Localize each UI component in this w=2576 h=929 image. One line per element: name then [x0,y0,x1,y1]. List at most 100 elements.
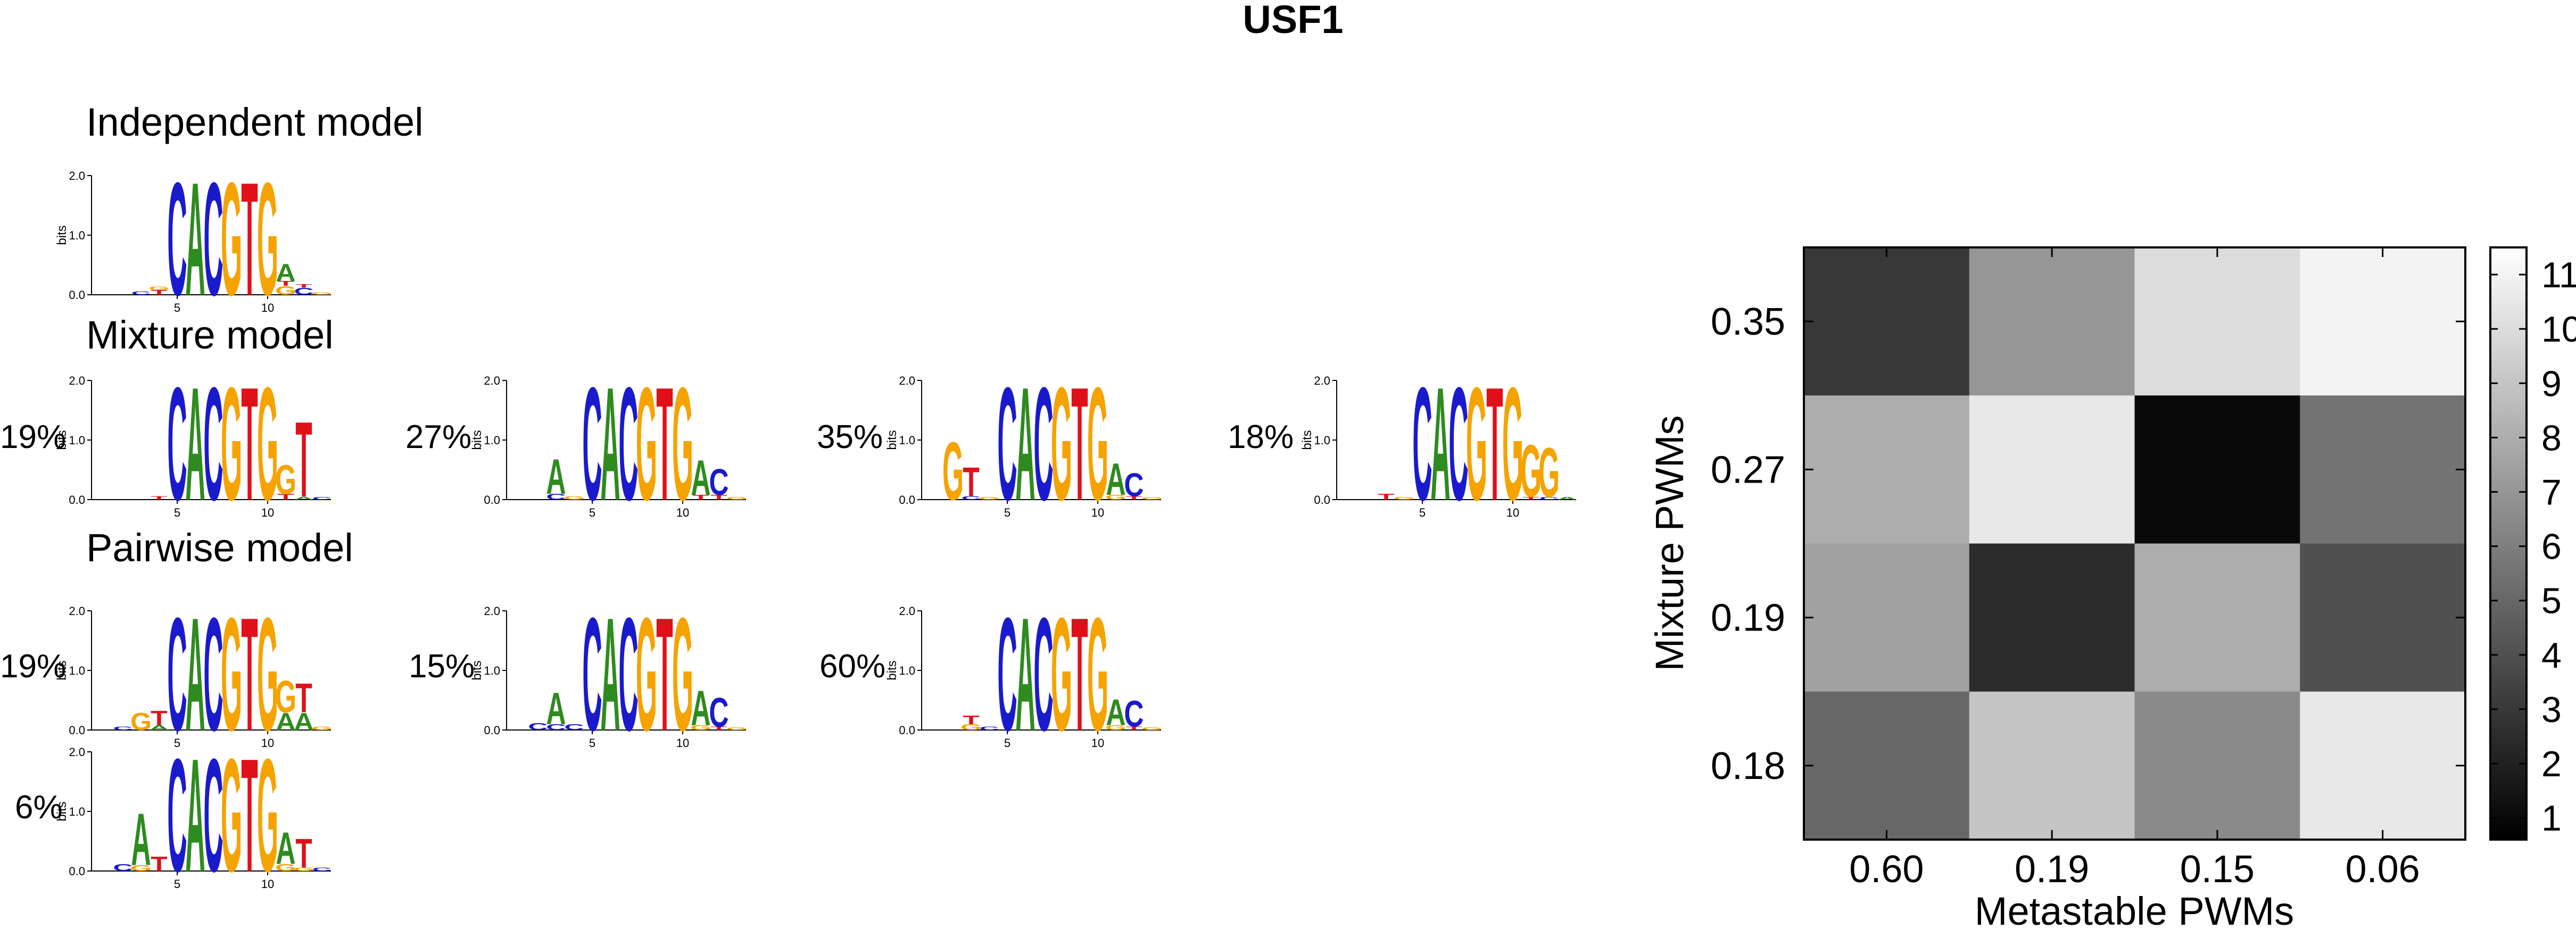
logo-letter: C [131,290,151,296]
logo-letter: C [582,354,602,535]
logo-letter: G [130,708,152,735]
logo-letter: A [131,799,151,881]
heatmap-frame [1803,246,2466,841]
logo-x-tick-label: 10 [1091,736,1104,750]
logo-letter: C [167,726,187,906]
logo-x-tick-label: 10 [676,736,689,750]
logo-letter: A [1106,454,1125,505]
logo-letter: G [726,726,748,731]
logo-letter: G [293,866,314,872]
logo-letter: G [1087,585,1108,765]
logo-letter: G [275,862,296,874]
logo-y-tick-label: 0.0 [69,288,85,302]
logo-letter: C [961,495,981,501]
heatmap-y-tick-labels: 0.35 0.27 0.19 0.18 [1711,301,1785,787]
logo-y-axis-label: bits [885,660,899,680]
heatmap-x-tick-label: 0.15 [2180,848,2255,891]
logo-x-tick-label: 5 [1419,506,1426,519]
colorbar-ticks: 1 2 3 4 5 6 7 8 9 10 11 [2490,255,2576,839]
logo-x-tick-label: 10 [261,736,274,750]
logo-letter: C [167,585,187,765]
logo-letter: G [960,723,982,732]
logo-letter: G [1141,726,1163,731]
logo-letter: T [277,493,294,502]
logo-y-tick-label: 0.0 [484,724,500,737]
logo-y-axis-label: bits [55,801,69,821]
logo-letter: C [709,461,728,503]
logo-y-axis-label: bits [55,430,69,450]
logo-letter: A [546,449,566,504]
logo-letter: G [311,292,333,295]
logo-letter: G [672,354,693,535]
logo-letter: C [1033,585,1053,765]
logo-letter: G [257,354,278,535]
logo-letter: C [528,721,548,733]
logo-letter: C [167,354,187,535]
logo-letter: C [312,496,332,501]
logo-x-tick-label: 10 [676,506,689,519]
logo-y-tick-label: 0.0 [69,865,85,878]
logo-y-tick-label: 0.0 [1314,493,1330,507]
colorbar-tick-label: 9 [2541,363,2562,404]
logo-letter: G [690,724,711,732]
logo-letter: T [656,585,673,765]
logo-letter: C [1448,354,1468,535]
heatmap-x-tick-labels: 0.60 0.19 0.15 0.06 [1849,848,2420,891]
logo-y-tick-label: 0.0 [899,493,915,507]
heatmap-cell [1804,395,1970,544]
logo-letter: G [257,585,278,765]
logo-letter: C [1539,496,1559,501]
logo-y-tick-label: 1.0 [484,664,500,677]
pairwise-weight-2: 15% [409,648,475,685]
logo-y-tick-label: 2.0 [484,374,500,387]
heatmap-x-tick-label: 0.06 [2346,848,2420,891]
logo-y-tick-label: 0.0 [484,493,500,507]
logo-letter: C [312,866,332,872]
heatmap-cell [2134,395,2300,544]
logo-letter: G [221,585,242,765]
logo-letter: A [1015,354,1035,535]
heatmap-cell [1969,543,2135,692]
logo-letter: A [185,150,205,330]
logo-letter: A [691,681,710,736]
logo-x-tick-label: 10 [261,877,274,891]
logo-x-tick-label: 10 [1091,506,1104,519]
logo-y-tick-label: 1.0 [69,434,85,447]
logo-letter: C [618,354,638,535]
heatmap-ticks [1804,247,2465,840]
logo-y-tick-label: 2.0 [69,745,85,759]
logo-letter: G [564,495,585,501]
mixture-weight-1: 19% [0,419,66,455]
logo-x-tick-label: 10 [261,301,274,314]
logo-letter: G [726,496,748,501]
heatmap-cells [1804,247,2466,840]
colorbar-tick-label: 6 [2541,527,2562,567]
pairwise-weight-1: 19% [0,648,66,685]
logo-letter: G [942,425,964,518]
logo-y-tick-label: 0.0 [899,724,915,737]
heatmap-cell [1804,691,1970,840]
logo-letter: T [241,354,258,535]
logo-letter: A [149,724,169,732]
logo-y-tick-label: 0.0 [69,724,85,737]
logo-letter: T [151,707,168,729]
logo-y-tick-label: 1.0 [899,434,915,447]
logo-y-axis-label: bits [1300,430,1314,450]
logo-letter: A [294,708,313,735]
section-label-mixture: Mixture model [86,313,334,357]
logo-letter: T [1125,495,1142,501]
logo-letter: G [636,585,657,765]
logo-letter: T [1125,725,1142,731]
heatmap-cell [2300,395,2466,544]
heatmap-y-tick-label: 0.27 [1711,449,1785,491]
colorbar-tick-label: 4 [2541,635,2562,676]
logo-letter: A [276,259,295,286]
heatmap-x-tick-label: 0.19 [2015,848,2089,891]
logo-letter: A [294,496,313,501]
logo-letter: T [295,283,312,289]
